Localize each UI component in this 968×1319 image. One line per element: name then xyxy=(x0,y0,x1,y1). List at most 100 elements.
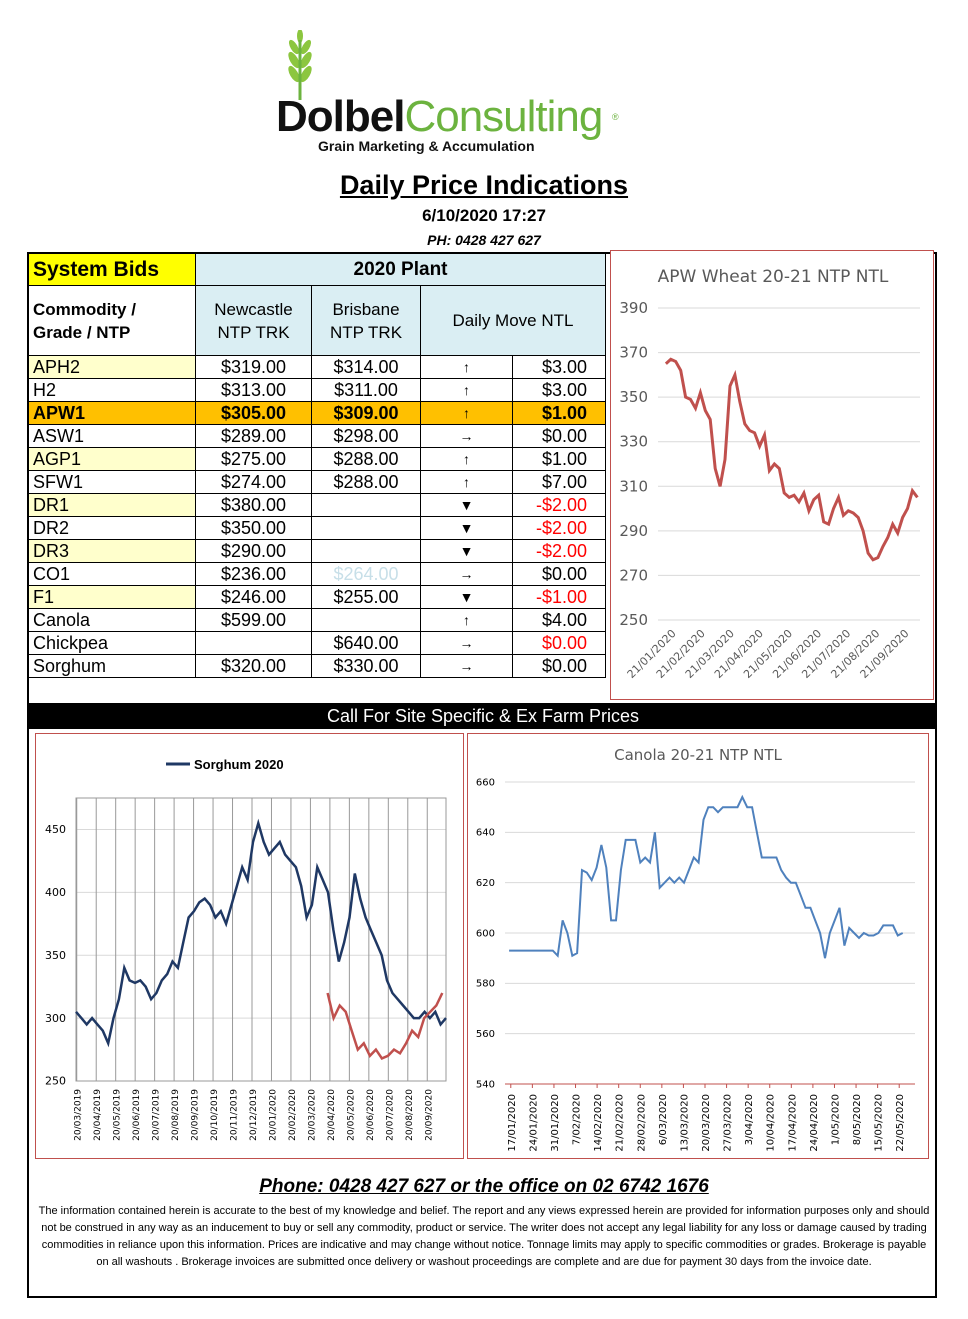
grade-cell: SFW1 xyxy=(28,470,196,494)
x-tick-label: 10/04/2020 xyxy=(766,1094,777,1152)
x-tick-label: 17/01/2020 xyxy=(507,1094,518,1152)
brisbane-cell: $288.00 xyxy=(311,447,421,471)
brisbane-cell: $255.00 xyxy=(311,585,421,609)
move-arrow: ▼ xyxy=(420,493,513,517)
header-newcastle: Newcastle NTP TRK xyxy=(195,285,312,356)
table-row: Sorghum $320.00 $330.00 → $0.00 xyxy=(28,654,606,678)
header-brisbane: Brisbane NTP TRK xyxy=(311,285,421,356)
header-phone: PH: 0428 427 627 xyxy=(427,232,541,248)
x-tick-label: 20/04/2020 xyxy=(327,1089,337,1141)
brisbane-cell: $288.00 xyxy=(311,470,421,494)
move-arrow: ↑ xyxy=(420,447,513,471)
newcastle-cell: $599.00 xyxy=(195,608,312,632)
brand-tagline: Grain Marketing & Accumulation xyxy=(318,138,535,154)
y-tick-label: 620 xyxy=(476,878,495,889)
x-tick-label: 20/02/2020 xyxy=(288,1089,298,1141)
report-datetime: 6/10/2020 17:27 xyxy=(422,206,546,225)
newcastle-cell: $290.00 xyxy=(195,539,312,563)
x-tick-label: 20/10/2019 xyxy=(210,1089,220,1141)
y-tick-label: 660 xyxy=(476,777,495,788)
x-tick-label: 20/07/2019 xyxy=(152,1089,162,1141)
x-tick-label: 27/03/2020 xyxy=(723,1094,734,1152)
brisbane-cell: $264.00 xyxy=(311,562,421,586)
table-row: CO1 $236.00 $264.00 → $0.00 xyxy=(28,562,606,586)
x-tick-label: 7/02/2020 xyxy=(572,1094,583,1145)
newcastle-cell: $380.00 xyxy=(195,493,312,517)
y-tick-label: 250 xyxy=(45,1075,66,1088)
brand-name: DolbelConsulting xyxy=(276,92,603,141)
x-tick-label: 8/05/2020 xyxy=(852,1094,863,1145)
move-arrow: ↑ xyxy=(420,401,513,425)
x-tick-label: 15/05/2020 xyxy=(874,1094,885,1152)
table-row: DR1 $380.00 ▼ -$2.00 xyxy=(28,493,606,517)
table-row: H2 $313.00 $311.00 ↑ $3.00 xyxy=(28,378,606,402)
move-cell: -$1.00 xyxy=(512,585,606,609)
x-tick-label: 20/09/2019 xyxy=(191,1089,201,1141)
move-arrow: ↑ xyxy=(420,608,513,632)
table-row: Chickpea $640.00 → $0.00 xyxy=(28,631,606,655)
wheat-icon xyxy=(288,30,312,100)
grade-cell: APW1 xyxy=(28,401,196,425)
move-cell: $1.00 xyxy=(512,401,606,425)
grade-cell: CO1 xyxy=(28,562,196,586)
x-tick-label: 20/06/2019 xyxy=(132,1089,142,1141)
brisbane-cell: $330.00 xyxy=(311,654,421,678)
sorghum-chart: 450 400 350 300 250 20/03/2019 20/04/2019 20/05… xyxy=(35,733,464,1159)
registered-mark: ® xyxy=(612,112,619,122)
newcastle-cell: $236.00 xyxy=(195,562,312,586)
brisbane-cell xyxy=(311,539,421,563)
series-line xyxy=(509,794,904,959)
x-tick-label: 24/01/2020 xyxy=(528,1094,539,1152)
system-bids-label: System Bids xyxy=(28,253,196,286)
move-cell: -$2.00 xyxy=(512,493,606,517)
y-tick-label: 560 xyxy=(476,1029,495,1040)
x-tick-label: 6/03/2020 xyxy=(658,1094,669,1145)
move-cell: $0.00 xyxy=(512,631,606,655)
y-tick-label: 350 xyxy=(45,949,66,962)
y-tick-label: 270 xyxy=(619,566,648,584)
newcastle-cell: $313.00 xyxy=(195,378,312,402)
newcastle-cell: $246.00 xyxy=(195,585,312,609)
y-tick-label: 450 xyxy=(45,823,66,836)
y-tick-label: 350 xyxy=(619,388,648,406)
y-tick-label: 640 xyxy=(476,828,495,839)
table-row: DR3 $290.00 ▼ -$2.00 xyxy=(28,539,606,563)
brisbane-cell: $640.00 xyxy=(311,631,421,655)
y-tick-label: 600 xyxy=(476,928,495,939)
x-tick-label: 20/08/2020 xyxy=(405,1089,415,1141)
header-commodity: Commodity / Grade / NTP xyxy=(28,285,196,356)
plot-frame xyxy=(75,797,447,1082)
move-arrow: ▼ xyxy=(420,539,513,563)
y-tick-label: 330 xyxy=(619,433,648,451)
grade-cell: AGP1 xyxy=(28,447,196,471)
chart-title: Canola 20-21 NTP NTL xyxy=(614,746,782,764)
x-tick-label: 20/09/2020 xyxy=(424,1089,434,1141)
y-tick-label: 400 xyxy=(45,886,66,899)
brisbane-cell xyxy=(311,516,421,540)
grade-cell: Sorghum xyxy=(28,654,196,678)
move-arrow: → xyxy=(420,654,513,678)
y-tick-label: 390 xyxy=(619,299,648,317)
chart-title: APW Wheat 20-21 NTP NTL xyxy=(658,267,889,287)
newcastle-cell: $320.00 xyxy=(195,654,312,678)
legend-label: Sorghum 2020 xyxy=(194,757,284,772)
grade-cell: Chickpea xyxy=(28,631,196,655)
x-tick-label: 20/08/2019 xyxy=(171,1089,181,1141)
move-arrow: → xyxy=(420,562,513,586)
move-arrow: ↑ xyxy=(420,355,513,379)
y-tick-label: 300 xyxy=(45,1012,66,1025)
table-row: AGP1 $275.00 $288.00 ↑ $1.00 xyxy=(28,447,606,471)
footer-phone: Phone: 0428 427 627 or the office on 02 … xyxy=(259,1176,709,1197)
y-tick-label: 250 xyxy=(619,611,648,629)
move-cell: $7.00 xyxy=(512,470,606,494)
newcastle-cell xyxy=(195,631,312,655)
move-cell: $3.00 xyxy=(512,378,606,402)
x-tick-label: 14/02/2020 xyxy=(593,1094,604,1152)
move-cell: $3.00 xyxy=(512,355,606,379)
move-cell: -$2.00 xyxy=(512,516,606,540)
move-arrow: → xyxy=(420,631,513,655)
move-cell: $0.00 xyxy=(512,562,606,586)
canola-chart: 660 640 620 600 580 560 540 17/01/2020 24/01/202… xyxy=(467,733,929,1159)
grade-cell: DR1 xyxy=(28,493,196,517)
x-tick-label: 20/11/2019 xyxy=(230,1089,240,1141)
